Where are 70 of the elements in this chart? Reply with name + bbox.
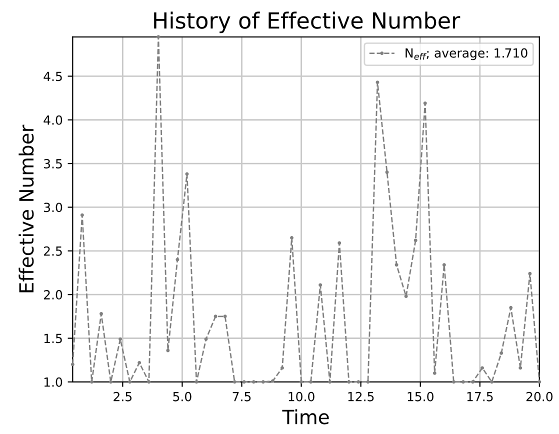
- point: [338, 241, 342, 245]
- point: [500, 351, 504, 355]
- point: [385, 170, 389, 174]
- y-tick-label: 4.0: [44, 115, 62, 125]
- point: [366, 380, 370, 384]
- point: [100, 312, 103, 316]
- point: [204, 337, 208, 341]
- point: [404, 294, 408, 298]
- y-tick-label: 1.5: [44, 334, 62, 344]
- point: [328, 380, 332, 384]
- x-tick-label: 15.0: [408, 392, 434, 402]
- point: [509, 306, 513, 310]
- point: [194, 380, 198, 384]
- point: [356, 380, 360, 384]
- point: [318, 283, 322, 287]
- point: [309, 380, 313, 384]
- chart-title: History of Effective Number: [154, 12, 460, 34]
- point: [471, 380, 474, 384]
- point: [394, 263, 398, 267]
- x-tick-label: 7.5: [232, 392, 251, 402]
- point: [70, 362, 74, 366]
- point: [232, 380, 236, 384]
- y-tick-label: 3.0: [44, 202, 62, 212]
- point: [252, 380, 256, 384]
- point: [432, 371, 436, 375]
- point: [109, 380, 113, 384]
- point: [414, 238, 418, 242]
- point: [452, 380, 456, 384]
- point: [156, 35, 160, 39]
- y-tick-label: 3.5: [44, 159, 62, 168]
- point: [118, 337, 122, 341]
- point: [128, 380, 132, 384]
- point: [528, 272, 532, 276]
- point: [442, 263, 446, 267]
- point: [538, 380, 542, 384]
- x-axis-title: Time: [282, 409, 329, 424]
- point: [80, 213, 84, 217]
- point: [147, 380, 151, 384]
- x-tick-label: 12.5: [348, 392, 374, 402]
- point: [185, 172, 189, 176]
- point: [347, 380, 351, 384]
- y-tick-label: 4.5: [44, 72, 62, 82]
- x-tick-label: 10.0: [288, 392, 314, 402]
- y-tick-label: 1.0: [44, 377, 62, 387]
- legend-label: N$_{eff}$; average: 1.710: [406, 48, 528, 60]
- point: [214, 314, 218, 318]
- point: [176, 258, 180, 262]
- point: [461, 380, 465, 384]
- point: [518, 366, 522, 370]
- point: [376, 80, 380, 84]
- x-tick-label: 2.5: [114, 392, 132, 402]
- point: [270, 379, 274, 383]
- x-tick-label: 5.0: [173, 392, 192, 402]
- point: [280, 366, 284, 370]
- point: [490, 380, 494, 384]
- point: [138, 360, 142, 364]
- point: [90, 380, 94, 384]
- point: [423, 102, 427, 106]
- point: [300, 380, 304, 384]
- y-tick-label: 2.5: [44, 246, 62, 256]
- point: [242, 380, 246, 384]
- point: [223, 314, 227, 318]
- y-tick-label: 2.0: [44, 290, 62, 300]
- point: [480, 366, 484, 370]
- x-tick-label: 17.5: [467, 392, 493, 402]
- point: [261, 380, 265, 384]
- point: [166, 348, 170, 352]
- point: [290, 236, 294, 240]
- y-axis-title: Effective Number: [18, 124, 34, 292]
- x-tick-label: 20.0: [526, 392, 553, 402]
